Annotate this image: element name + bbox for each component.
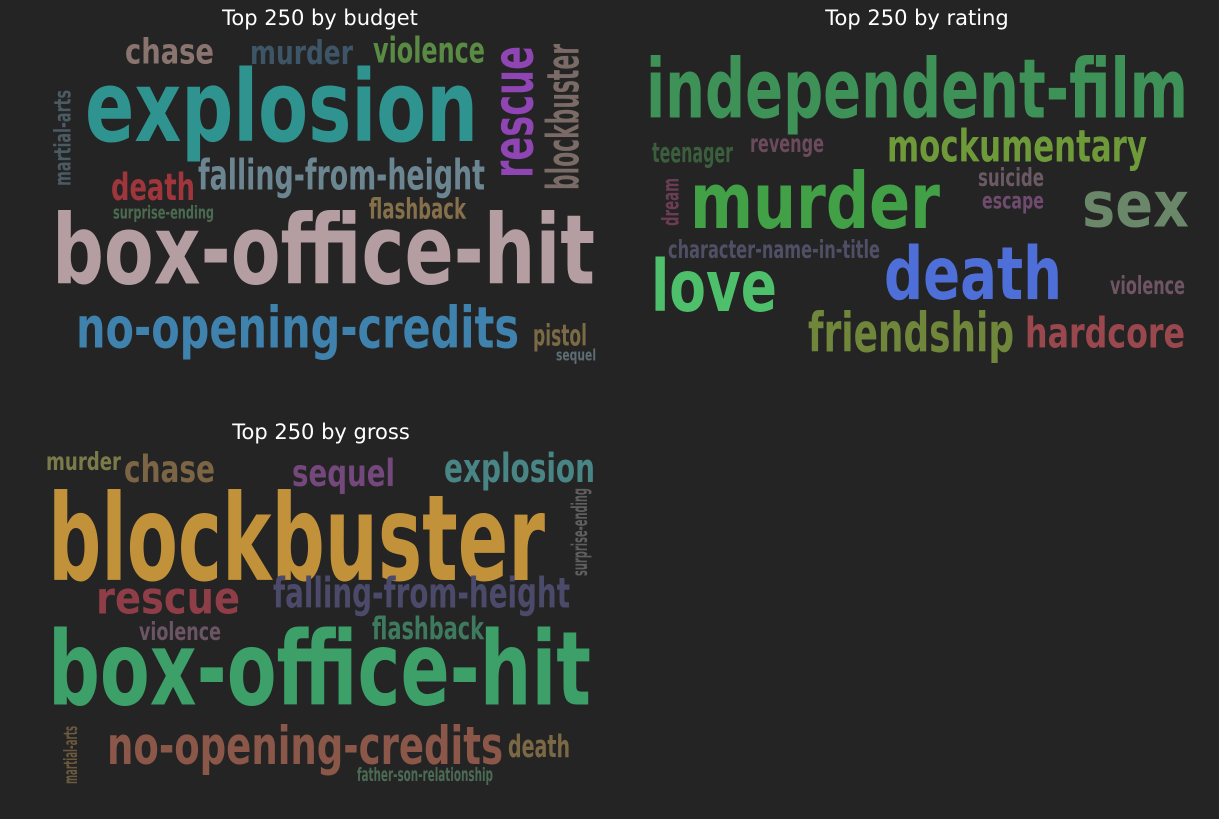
gross-word-flashback: flashback — [372, 611, 485, 647]
budget-word-pistol: pistol — [533, 319, 587, 353]
budget-word-sequel: sequel — [556, 346, 596, 365]
rating-word-love: love — [651, 245, 777, 328]
rating-word-escape: escape — [982, 188, 1044, 214]
rating-word-teenager: teenager — [652, 138, 734, 169]
gross-word-surprise-ending: surprise-ending — [568, 488, 592, 576]
budget-word-box-office-hit: box-office-hit — [52, 193, 595, 306]
rating-word-independent-film: independent-film — [646, 43, 1188, 138]
gross-word-death: death — [508, 729, 570, 765]
gross-word-chase: chase — [124, 447, 215, 491]
budget-word-explosion: explosion — [85, 50, 478, 165]
budget-word-rescue: rescue — [480, 46, 546, 178]
gross-word-murder: murder — [46, 447, 122, 476]
rating-word-revenge: revenge — [750, 129, 824, 158]
gross-word-rescue: rescue — [96, 573, 240, 624]
rating-word-death: death — [884, 232, 1062, 317]
rating-word-suicide: suicide — [978, 163, 1044, 192]
rating-word-violence: violence — [1110, 271, 1185, 300]
rating-word-dream: dream — [658, 178, 684, 226]
budget-word-violence: violence — [373, 31, 485, 72]
gross-word-blockbuster: blockbuster — [48, 470, 545, 609]
rating-panel-title: Top 250 by rating — [825, 6, 1009, 30]
gross-word-box-office-hit: box-office-hit — [48, 609, 591, 729]
budget-word-chase: chase — [125, 33, 214, 73]
budget-panel-title: Top 250 by budget — [222, 6, 418, 30]
gross-word-falling-from-height: falling-from-height — [273, 569, 570, 618]
rating-word-hardcore: hardcore — [1025, 309, 1185, 358]
budget-word-surprise-ending: surprise-ending — [113, 202, 214, 223]
rating-word-friendship: friendship — [808, 301, 1014, 365]
budget-word-death: death — [111, 165, 195, 209]
gross-word-father-son-relationship: father-son-relationship — [357, 764, 493, 786]
budget-word-no-opening-credits: no-opening-credits — [76, 295, 519, 361]
gross-word-no-opening-credits: no-opening-credits — [107, 716, 503, 777]
budget-word-flashback: flashback — [369, 193, 467, 226]
budget-word-martial-arts: martial-arts — [50, 90, 76, 186]
rating-word-sex: sex — [1082, 168, 1189, 241]
gross-word-explosion: explosion — [444, 446, 595, 492]
gross-panel-title: Top 250 by gross — [232, 420, 410, 444]
gross-word-martial-arts: martial-arts — [60, 726, 82, 784]
gross-word-sequel: sequel — [292, 451, 395, 495]
budget-word-murder: murder — [250, 34, 353, 72]
budget-word-falling-from-height: falling-from-height — [198, 151, 485, 200]
rating-word-mockumentary: mockumentary — [887, 121, 1147, 172]
gross-word-violence: violence — [139, 617, 221, 646]
rating-word-character-name-in-title: character-name-in-title — [668, 235, 880, 264]
rating-word-murder: murder — [690, 157, 940, 247]
budget-word-blockbuster: blockbuster — [538, 44, 589, 190]
